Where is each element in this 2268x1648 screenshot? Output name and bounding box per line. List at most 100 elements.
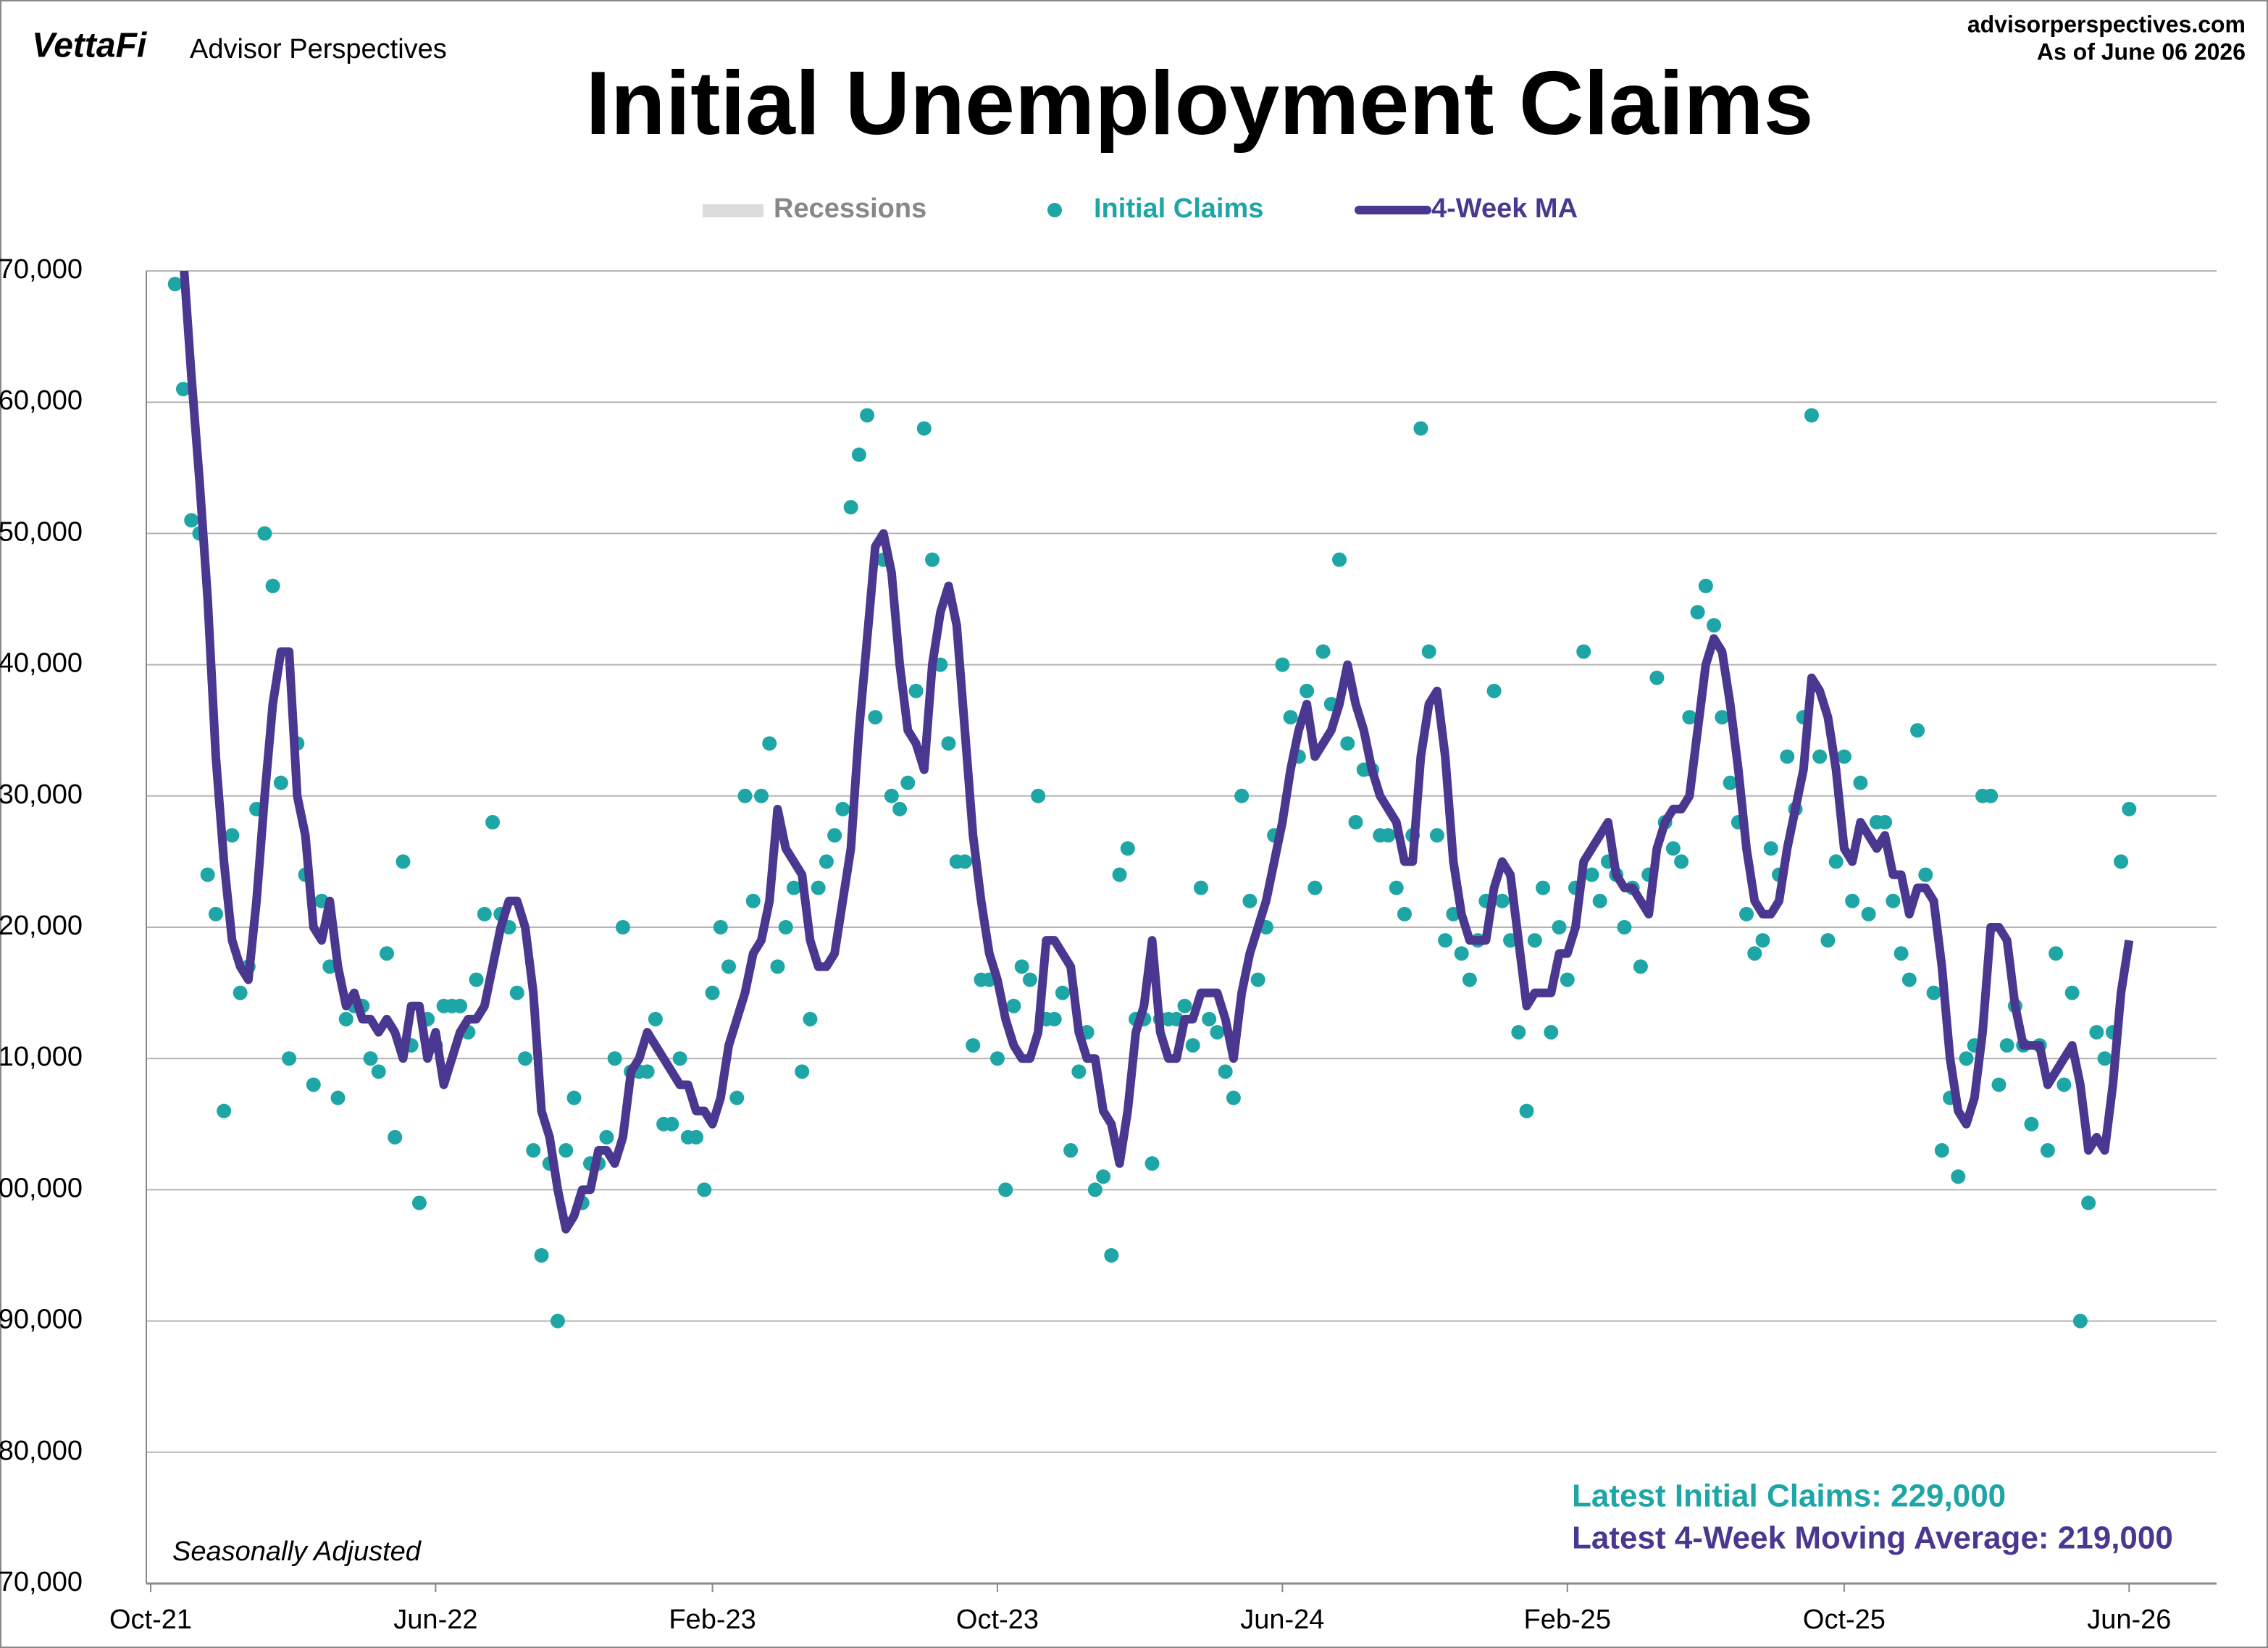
- claim-dot: [558, 1143, 574, 1158]
- claim-dot: [551, 1313, 565, 1329]
- claim-dot: [526, 1143, 541, 1158]
- claim-dot: [1544, 1024, 1559, 1040]
- y-tick-label: 170,000: [0, 1567, 83, 1597]
- claim-dot: [925, 552, 940, 567]
- x-tick-label: Feb-23: [669, 1605, 756, 1635]
- plot: [167, 271, 2137, 1329]
- claim-dot: [1226, 1090, 1241, 1105]
- claim-dot: [835, 801, 850, 816]
- claim-dot: [1828, 854, 1844, 869]
- claim-dot: [1665, 841, 1681, 856]
- legend-swatch: [1047, 203, 1062, 217]
- claim-dot: [1991, 1077, 2007, 1092]
- claim-dot: [1145, 1156, 1160, 1171]
- claim-dot: [958, 854, 972, 869]
- claim-dot: [851, 447, 866, 462]
- claim-dot: [2089, 1024, 2104, 1040]
- claim-dot: [1511, 1024, 1526, 1040]
- y-tick-label: 260,000: [0, 385, 83, 416]
- claim-dot: [1340, 736, 1355, 751]
- claim-dot: [1780, 749, 1795, 764]
- latest-claims: Latest Initial Claims: 229,000: [1572, 1478, 2006, 1514]
- claim-dot: [175, 382, 191, 397]
- claim-dot: [615, 920, 630, 934]
- claim-dot: [1901, 972, 1917, 987]
- claim-dot: [200, 867, 215, 882]
- x-tick-label: Jun-26: [2087, 1605, 2171, 1635]
- claim-dot: [1421, 644, 1436, 659]
- legend-label: Recessions: [774, 193, 926, 224]
- claim-dot: [1112, 867, 1127, 882]
- claim-dot: [485, 815, 501, 830]
- claim-dot: [713, 920, 728, 934]
- x-tick-label: Oct-21: [109, 1605, 192, 1635]
- claim-dot: [1739, 906, 1754, 921]
- claim-dot: [1894, 946, 1909, 961]
- claim-dot: [1429, 828, 1444, 843]
- claim-dot: [1536, 880, 1551, 895]
- claim-dot: [966, 1038, 981, 1053]
- claim-dot: [1006, 998, 1021, 1013]
- claim-dot: [273, 775, 288, 790]
- y-tick-label: 210,000: [0, 1042, 83, 1072]
- claim-dot: [1552, 920, 1567, 934]
- x-tick-label: Jun-22: [393, 1605, 477, 1635]
- claim-dot: [2064, 985, 2080, 1000]
- claim-dot: [388, 1129, 403, 1145]
- claim-dot: [664, 1116, 679, 1132]
- claim-dot: [509, 985, 524, 1000]
- claim-dot: [1910, 723, 1925, 738]
- claim-dot: [1878, 815, 1893, 830]
- claim-dot: [1063, 1143, 1079, 1158]
- claim-dot: [745, 893, 761, 908]
- claim-dot: [770, 959, 785, 974]
- claim-dot: [184, 513, 199, 528]
- claim-dot: [1071, 1064, 1087, 1079]
- chart-title: Initial Unemployment Claims: [585, 54, 1813, 154]
- claim-dot: [1592, 893, 1607, 908]
- claim-dot: [1275, 657, 1290, 672]
- claim-dot: [1682, 710, 1697, 725]
- claim-dot: [1527, 933, 1542, 948]
- claim-dot: [1494, 893, 1510, 908]
- claim-dot: [1649, 670, 1665, 685]
- site: advisorperspectives.com: [1967, 11, 2246, 37]
- claim-dot: [2097, 1051, 2112, 1066]
- y-tick-label: 220,000: [0, 911, 83, 941]
- claim-dot: [396, 854, 411, 869]
- claim-dot: [1177, 998, 1192, 1013]
- x-tick-label: Oct-23: [956, 1605, 1039, 1635]
- y-tick-label: 270,000: [0, 254, 83, 285]
- claim-dot: [518, 1051, 533, 1066]
- claim-dot: [1836, 749, 1851, 764]
- claim-dot: [2024, 1116, 2039, 1132]
- legend-label: Initial Claims: [1094, 193, 1263, 224]
- claim-dot: [672, 1051, 687, 1066]
- legend-swatch: [703, 204, 763, 217]
- claim-dot: [1845, 893, 1860, 908]
- y-tick-label: 230,000: [0, 779, 83, 810]
- claim-dot: [534, 1248, 549, 1263]
- claim-dot: [1674, 854, 1689, 869]
- claim-dot: [1584, 867, 1599, 882]
- claim-dot: [1234, 788, 1250, 803]
- x-tick-label: Feb-25: [1524, 1605, 1611, 1635]
- claim-dot: [208, 906, 223, 921]
- claim-dot: [1014, 959, 1029, 974]
- claim-dot: [1307, 880, 1323, 895]
- claim-dot: [477, 906, 492, 921]
- claim-dot: [868, 710, 883, 725]
- claim-dot: [363, 1051, 378, 1066]
- claim-dot: [1242, 893, 1258, 908]
- claim-dot: [1959, 1051, 1974, 1066]
- claim-dot: [1104, 1248, 1119, 1263]
- claim-dot: [1202, 1011, 1217, 1026]
- claim-dot: [1454, 946, 1469, 961]
- claim-dot: [827, 828, 842, 843]
- claim-dot: [566, 1090, 582, 1105]
- claim-dot: [2114, 854, 2129, 869]
- claim-dot: [338, 1011, 353, 1026]
